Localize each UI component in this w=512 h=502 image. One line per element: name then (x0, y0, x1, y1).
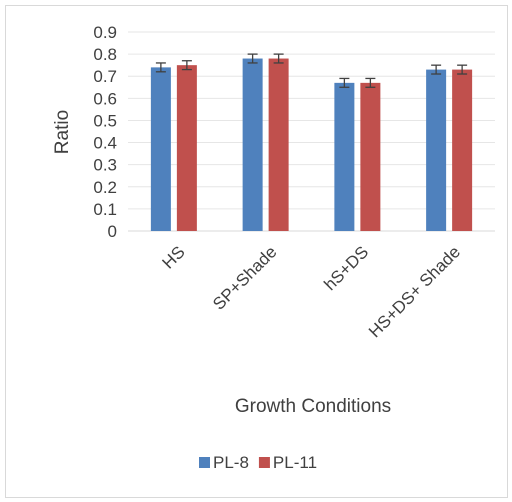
legend-item-pl-11: PL-11 (258, 453, 317, 472)
legend-item-pl-8: PL-8 (199, 453, 249, 472)
y-tick-label: 0.9 (93, 23, 117, 42)
bar-pl-8 (242, 58, 263, 232)
y-tick-label: 0.1 (93, 200, 117, 219)
x-tick-label: HS (159, 242, 189, 272)
bar-pl-8 (334, 82, 355, 231)
bar-pl-8 (150, 67, 171, 231)
y-tick-label: 0.3 (93, 156, 117, 175)
y-tick-label: 0.6 (93, 89, 117, 108)
x-tick-label: SP+Shade (209, 242, 280, 313)
legend: PL-8 PL-11 (199, 453, 317, 472)
legend-label: PL-11 (273, 453, 317, 472)
y-tick-label: 0.2 (93, 178, 117, 197)
y-tick-label: 0.8 (93, 45, 117, 64)
bar-pl-11 (176, 65, 197, 232)
error-bar (181, 60, 192, 71)
x-axis-title: Growth Conditions (235, 396, 391, 417)
legend-label: PL-8 (213, 453, 249, 472)
x-tick-label: HS+DS+ Shade (365, 242, 464, 341)
y-tick-label: 0 (108, 222, 117, 241)
error-bar (457, 64, 468, 75)
bars (150, 58, 473, 232)
y-tick-label: 0.5 (93, 111, 117, 130)
error-bar (273, 53, 284, 64)
legend-swatch (258, 457, 270, 468)
y-axis-title: Ratio (52, 110, 73, 154)
error-bar (431, 64, 442, 75)
bar-pl-8 (426, 69, 447, 231)
y-tick-labels: 0 0.1 0.2 0.3 0.4 0.5 0.6 0.7 0.8 0.9 (93, 23, 117, 241)
error-bar (339, 77, 350, 88)
x-tick-label: hS+DS (320, 242, 372, 294)
legend-swatch (199, 457, 210, 468)
y-tick-label: 0.7 (93, 67, 117, 86)
bar-pl-11 (452, 69, 473, 231)
bar-pl-11 (268, 58, 289, 232)
error-bar (155, 62, 166, 73)
error-bar (365, 77, 376, 88)
bar-pl-11 (360, 82, 381, 231)
error-bar (247, 53, 258, 64)
y-tick-label: 0.4 (93, 134, 117, 153)
error-bars (155, 53, 468, 88)
